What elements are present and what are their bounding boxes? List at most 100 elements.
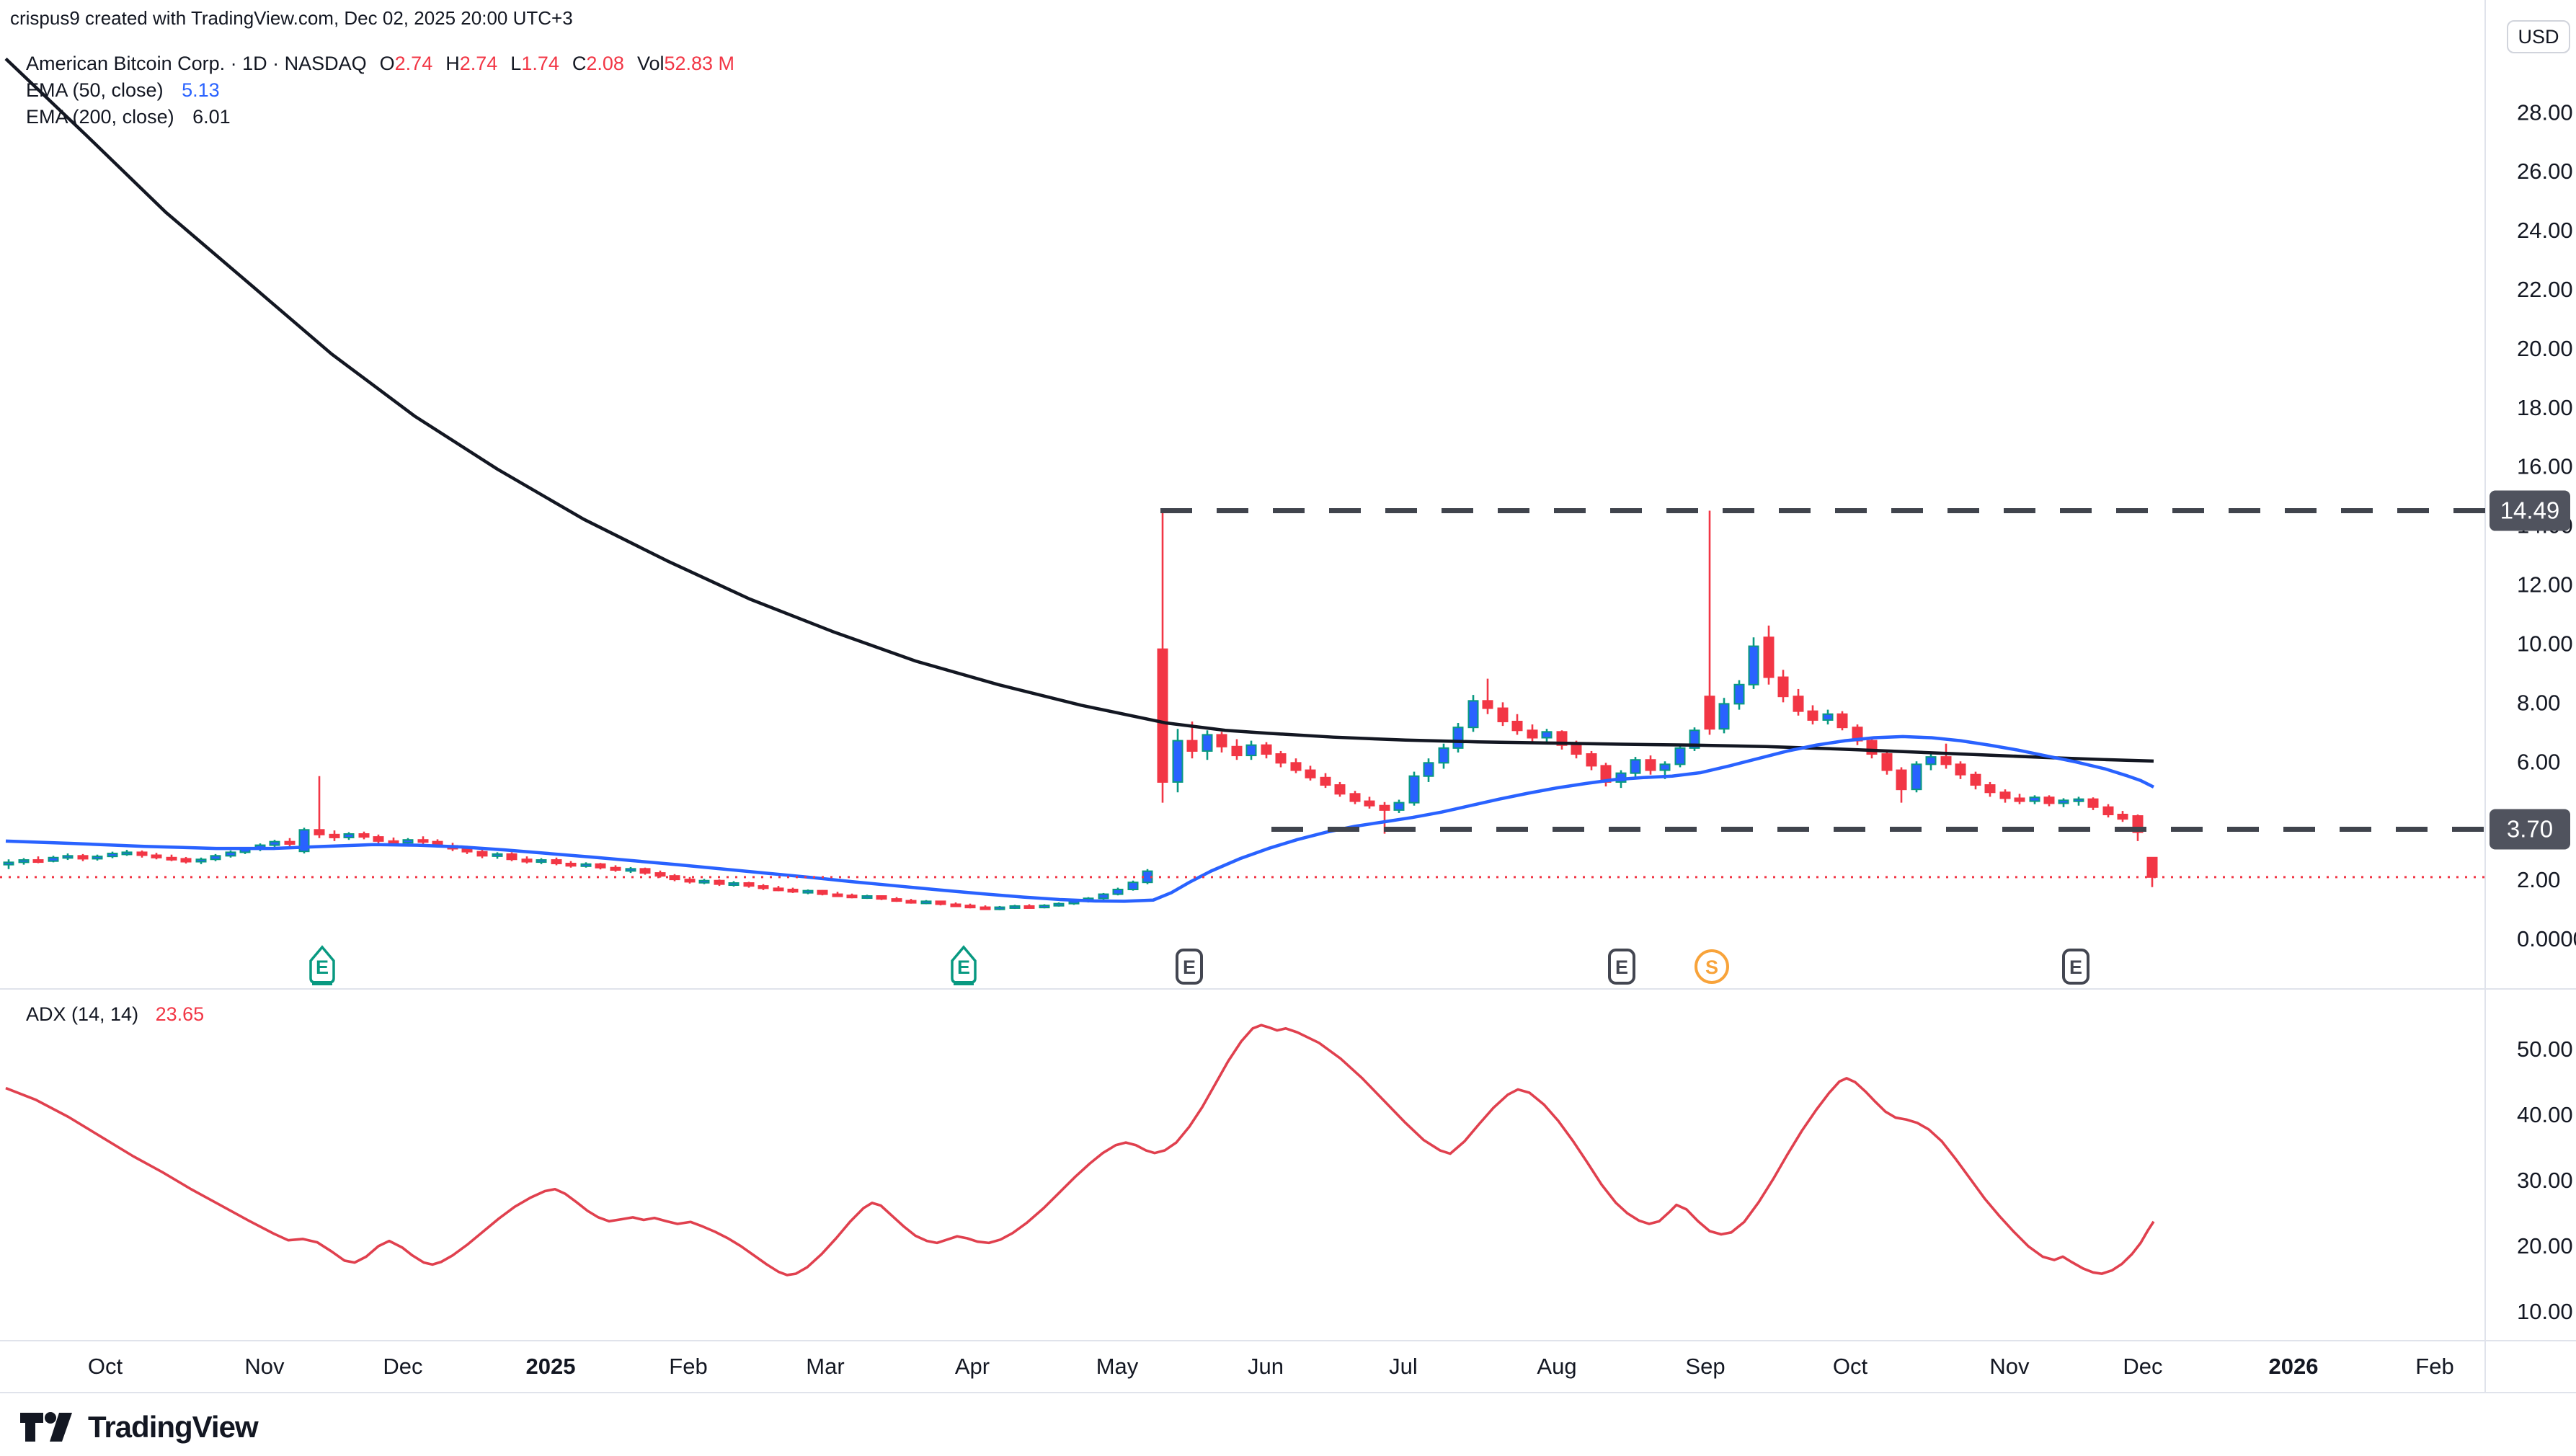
candle-body (1202, 734, 1213, 752)
candle-body (964, 905, 976, 909)
candle-body (1112, 889, 1124, 895)
open-key: O (379, 53, 395, 74)
marker-label: E (957, 956, 970, 978)
candle-body (3, 861, 14, 866)
ema50-label[interactable]: EMA (50, close) (26, 79, 164, 101)
candle-body (343, 833, 355, 838)
time-tick-label: May (1096, 1354, 1139, 1379)
earnings-icon[interactable] (2062, 949, 2089, 985)
price-tick-label: 8.00 (2517, 690, 2560, 715)
time-tick-label: 2026 (2269, 1354, 2319, 1379)
candle-body (817, 889, 828, 895)
time-tick-label: Dec (383, 1354, 422, 1379)
time-tick-label: Apr (955, 1354, 990, 1379)
earnings-marker[interactable]: E (1608, 949, 1635, 985)
candle-body (1659, 763, 1671, 771)
price-level-badge (2490, 809, 2570, 850)
candle-body (1216, 734, 1227, 747)
candle-body (2043, 796, 2055, 804)
candle-body (1334, 784, 1346, 795)
candle-body (314, 829, 325, 835)
earnings-marker[interactable]: E (309, 945, 335, 985)
candle-body (2073, 798, 2084, 802)
symbol-legend[interactable]: American Bitcoin Corp. · 1D · NASDAQ O2.7… (26, 50, 734, 130)
candle-body (1586, 753, 1597, 767)
candle-body (1379, 804, 1390, 811)
candle-body (136, 851, 148, 856)
volume-key: Vol (636, 53, 665, 74)
candle-body (935, 900, 946, 905)
adx-tick-label: 30.00 (2517, 1168, 2573, 1193)
candle-body (180, 858, 192, 863)
candle-body (1452, 727, 1464, 749)
split-marker[interactable]: S (1695, 949, 1729, 984)
candle-body (773, 887, 784, 892)
candle-body (1881, 753, 1893, 771)
candle-body (92, 856, 103, 860)
earnings-icon[interactable] (1608, 949, 1635, 985)
tradingview-logo[interactable]: TradingView (19, 1407, 259, 1447)
candle-body (1098, 893, 1109, 900)
candle-body (1777, 676, 1789, 698)
candle-body (476, 851, 488, 857)
symbol-row[interactable]: American Bitcoin Corp. · 1D · NASDAQ O2.7… (26, 50, 734, 77)
price-level-badge (2490, 490, 2570, 531)
adx-label[interactable]: ADX (14, 14) (26, 1003, 139, 1025)
candle-body (1290, 762, 1302, 771)
candle-body (2014, 797, 2025, 802)
price-tick-label: 0.0000 (2517, 926, 2576, 951)
earnings-marker[interactable]: E (951, 945, 977, 985)
candle-body (802, 889, 814, 894)
ema200-label[interactable]: EMA (200, close) (26, 106, 174, 128)
earnings-marker[interactable]: E (2062, 949, 2089, 985)
candle-body (1925, 756, 1937, 765)
marker-label: E (1183, 956, 1196, 978)
candle-body (743, 882, 755, 887)
price-tick-label: 24.00 (2517, 218, 2573, 243)
candle-body (2058, 799, 2069, 804)
candle-body (284, 840, 296, 845)
candle-body (32, 859, 44, 864)
tradingview-logo-text: TradingView (88, 1410, 259, 1444)
adx-legend[interactable]: ADX (14, 14) 23.65 (26, 1003, 204, 1026)
candle-body (1172, 740, 1183, 783)
candle-body (1733, 683, 1745, 705)
ema50-row[interactable]: EMA (50, close) 5.13 (26, 77, 734, 104)
candle-body (521, 858, 533, 863)
candle-body (2087, 798, 2099, 808)
close-value: 2.08 (586, 53, 624, 74)
price-tick-label: 18.00 (2517, 395, 2573, 420)
volume-value: 52.83 M (664, 53, 735, 74)
candle-body (639, 868, 651, 874)
ema200-row[interactable]: EMA (200, close) 6.01 (26, 104, 734, 130)
tradingview-logo-icon (20, 1412, 72, 1442)
candle-body (1393, 802, 1405, 811)
marker-label: S (1705, 956, 1718, 978)
candle-body (1940, 756, 1952, 765)
candle-body (358, 833, 370, 838)
ema50-line (5, 734, 2155, 903)
candle-body (1807, 710, 1818, 721)
candle-body (269, 840, 280, 846)
candle-body (151, 854, 162, 858)
split-icon[interactable] (1695, 949, 1729, 984)
candle-body (388, 840, 399, 844)
candle-body (1349, 793, 1361, 802)
candle-body (107, 853, 118, 858)
time-tick-label: Jul (1389, 1354, 1418, 1379)
symbol-title[interactable]: American Bitcoin Corp. · 1D · NASDAQ (26, 53, 367, 74)
earnings-marker[interactable]: E (1176, 949, 1203, 985)
earnings-icon[interactable] (1176, 949, 1203, 985)
currency-button[interactable]: USD (2507, 20, 2570, 53)
adx-tick-label: 10.00 (2517, 1299, 2573, 1324)
candle-body (1999, 791, 2011, 799)
candle-body (1423, 762, 1434, 777)
adx-tick-label: 20.00 (2517, 1233, 2573, 1259)
candle-body (1305, 769, 1316, 778)
time-tick-label: Nov (244, 1354, 285, 1379)
candle-body (1541, 731, 1553, 739)
price-tick-label: 2.00 (2517, 867, 2560, 892)
candle-body (846, 895, 858, 899)
